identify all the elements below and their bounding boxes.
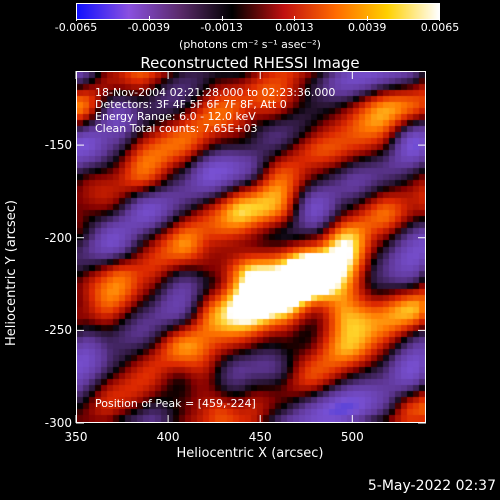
x-tick-label: 350 xyxy=(64,430,88,444)
colorbar-tick-mark xyxy=(367,16,369,21)
y-axis-label: Heliocentric Y (arcsec) xyxy=(4,200,19,346)
colorbar-tick-label: 0.0065 xyxy=(420,21,460,34)
colorbar-tick-mark xyxy=(439,16,440,21)
datestamp: 5-May-2022 02:37 xyxy=(367,478,496,494)
colorbar-tick-label: -0.0039 xyxy=(127,21,171,34)
colorbar-tick-label: -0.0013 xyxy=(200,21,243,34)
y-tick-label: -150 xyxy=(44,138,72,153)
x-tick-label: 450 xyxy=(248,430,272,444)
rhessi-image-map xyxy=(77,72,425,422)
colorbar-tick-label: 0.0013 xyxy=(275,21,314,34)
x-tick-label: 500 xyxy=(340,430,364,444)
colorbar-tick-mark xyxy=(294,16,296,21)
info-clean-counts: Clean Total counts: 7.65E+03 xyxy=(95,122,258,135)
info-peak-position: Position of Peak = [459,-224] xyxy=(95,397,256,410)
plot-area: 18-Nov-2004 02:21:28.000 to 02:23:36.000… xyxy=(76,71,426,423)
y-tick-label: -250 xyxy=(44,323,72,338)
colorbar-units: (photons cm⁻² s⁻¹ asec⁻²) xyxy=(179,38,321,51)
info-detectors: Detectors: 3F 4F 5F 6F 7F 8F, Att 0 xyxy=(95,98,287,111)
colorbar-tick-mark xyxy=(76,16,77,21)
image-title: Reconstructed RHESSI Image xyxy=(140,54,360,72)
colorbar-tick-mark xyxy=(148,16,150,21)
x-tick-label: 400 xyxy=(156,430,180,444)
info-time-range: 18-Nov-2004 02:21:28.000 to 02:23:36.000 xyxy=(95,86,336,99)
colorbar-tick-mark xyxy=(221,16,223,21)
y-tick-label: -300 xyxy=(44,416,72,430)
x-axis-label: Heliocentric X (arcsec) xyxy=(176,446,324,461)
info-energy-range: Energy Range: 6.0 - 12.0 keV xyxy=(95,110,256,123)
y-tick-label: -200 xyxy=(44,230,72,245)
colorbar xyxy=(76,3,440,20)
colorbar-tick-label: 0.0039 xyxy=(347,21,387,34)
colorbar-tick-label: -0.0065 xyxy=(54,21,98,34)
